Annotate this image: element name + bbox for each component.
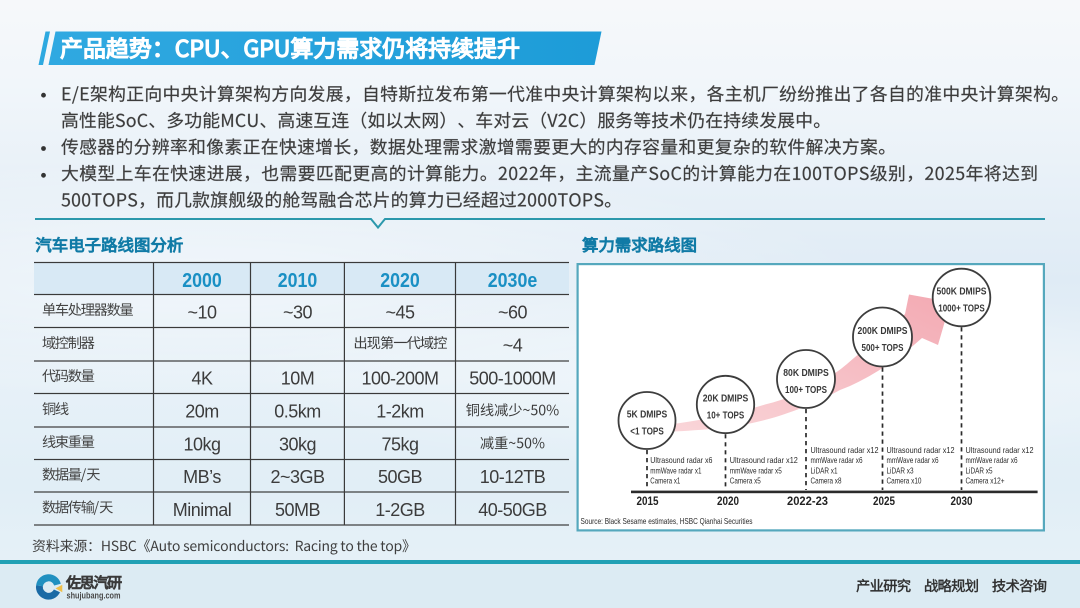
- svg-text:Ultrasound radar x6: Ultrasound radar x6: [650, 455, 713, 465]
- svg-text:Camera x12+: Camera x12+: [966, 476, 1005, 486]
- svg-text:Ultrasound radar x12: Ultrasound radar x12: [811, 445, 879, 455]
- svg-text:20K DMIPS: 20K DMIPS: [703, 393, 749, 405]
- svg-text:4K: 4K: [191, 369, 213, 389]
- svg-text:Ultrasound radar x12: Ultrasound radar x12: [730, 455, 798, 465]
- svg-text:Camera x1: Camera x1: [650, 476, 680, 486]
- svg-text:mmWave radar x6: mmWave radar x6: [811, 455, 863, 465]
- svg-text:MB’s: MB’s: [183, 467, 221, 487]
- svg-text:2030e: 2030e: [488, 269, 538, 292]
- svg-text:5K DMIPS: 5K DMIPS: [627, 409, 668, 421]
- svg-text:2030: 2030: [951, 494, 973, 508]
- svg-text:100-200M: 100-200M: [361, 369, 438, 389]
- svg-text:~45: ~45: [385, 303, 415, 323]
- svg-text:Camera x8: Camera x8: [811, 476, 842, 486]
- svg-text:500K DMIPS: 500K DMIPS: [937, 286, 987, 298]
- svg-text:~4: ~4: [503, 336, 523, 356]
- svg-text:Camera x10: Camera x10: [887, 476, 922, 486]
- svg-text:10M: 10M: [281, 369, 315, 389]
- svg-text:20m: 20m: [185, 402, 219, 422]
- svg-text:mmWave radar x1: mmWave radar x1: [650, 465, 701, 475]
- svg-text:50GB: 50GB: [378, 467, 423, 487]
- svg-text:Camera x5: Camera x5: [730, 476, 761, 486]
- svg-text:Source: Black Sesame estimates: Source: Black Sesame estimates, HSBC Qia…: [581, 516, 753, 526]
- svg-text:2020: 2020: [717, 494, 739, 508]
- svg-text:500-1000M: 500-1000M: [469, 369, 556, 389]
- svg-text:500+ TOPS: 500+ TOPS: [862, 342, 904, 354]
- svg-text:2010: 2010: [278, 269, 318, 292]
- svg-text:75kg: 75kg: [381, 435, 418, 455]
- svg-text:50MB: 50MB: [275, 500, 321, 520]
- svg-text:10kg: 10kg: [183, 435, 220, 455]
- svg-text:100+ TOPS: 100+ TOPS: [785, 384, 827, 396]
- svg-text:~60: ~60: [498, 303, 528, 323]
- svg-text:2015: 2015: [637, 494, 659, 508]
- svg-text:Ultrasound radar x12: Ultrasound radar x12: [966, 445, 1034, 455]
- svg-text:1-2km: 1-2km: [376, 402, 424, 422]
- svg-text:2025: 2025: [873, 494, 895, 508]
- svg-text:<1 TOPS: <1 TOPS: [630, 425, 664, 437]
- svg-text:1000+ TOPS: 1000+ TOPS: [938, 302, 985, 314]
- svg-text:10-12TB: 10-12TB: [480, 467, 546, 487]
- svg-text:Ultrasound radar x12: Ultrasound radar x12: [887, 445, 955, 455]
- svg-text:mmWave radar x6: mmWave radar x6: [966, 455, 1018, 465]
- svg-text:2022-23: 2022-23: [787, 494, 828, 508]
- svg-text:30kg: 30kg: [279, 435, 316, 455]
- svg-text:LiDAR x5: LiDAR x5: [966, 465, 993, 475]
- svg-text:~10: ~10: [187, 303, 217, 323]
- svg-text:LiDAR x1: LiDAR x1: [811, 465, 838, 475]
- svg-text:~30: ~30: [283, 303, 313, 323]
- svg-text:2~3GB: 2~3GB: [270, 467, 325, 487]
- svg-text:shujubang.com: shujubang.com: [67, 590, 121, 601]
- svg-text:mmWave radar x5: mmWave radar x5: [730, 465, 782, 475]
- svg-text:10+ TOPS: 10+ TOPS: [707, 409, 745, 421]
- svg-text:2020: 2020: [380, 269, 420, 292]
- svg-text:40-50GB: 40-50GB: [478, 500, 547, 520]
- svg-text:2000: 2000: [182, 269, 222, 292]
- svg-text:0.5km: 0.5km: [274, 402, 321, 422]
- svg-text:200K DMIPS: 200K DMIPS: [858, 325, 908, 337]
- svg-text:80K DMIPS: 80K DMIPS: [783, 367, 829, 379]
- svg-text:1-2GB: 1-2GB: [375, 500, 425, 520]
- svg-text:Minimal: Minimal: [173, 500, 232, 520]
- svg-text:LiDAR x3: LiDAR x3: [887, 465, 914, 475]
- svg-text:mmWave radar x6: mmWave radar x6: [887, 455, 939, 465]
